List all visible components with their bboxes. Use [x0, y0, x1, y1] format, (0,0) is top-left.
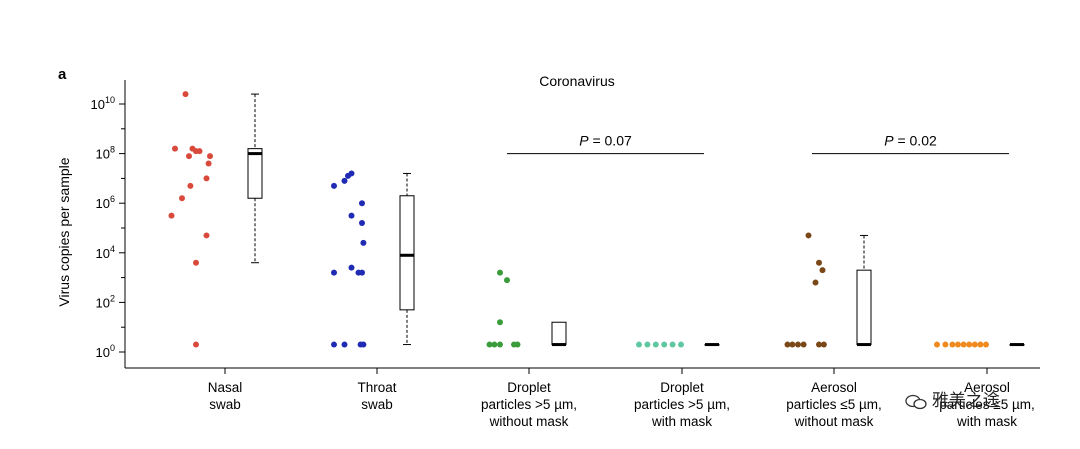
data-point [514, 341, 521, 348]
data-point [636, 341, 642, 348]
data-point [819, 267, 826, 274]
data-point [331, 269, 337, 276]
p-value-label: P = 0.07 [579, 133, 632, 149]
data-point [359, 200, 365, 207]
data-point [168, 212, 175, 219]
x-tick-label: without mask [489, 414, 569, 429]
data-point [669, 341, 676, 348]
y-tick-label: 106 [96, 194, 115, 211]
data-point [179, 195, 185, 202]
data-point [359, 220, 365, 227]
data-point [971, 341, 978, 348]
x-tick-label: particles >5 µm, [481, 397, 577, 412]
data-point [497, 269, 503, 276]
data-point [816, 341, 822, 348]
data-point [205, 160, 212, 167]
data-point [789, 341, 796, 348]
data-point [341, 177, 348, 184]
data-point [187, 182, 194, 189]
p-value-label: P = 0.02 [884, 133, 937, 149]
data-point [207, 153, 213, 160]
box [551, 321, 567, 346]
chart-title: Coronavirus [539, 73, 614, 89]
data-point [812, 279, 819, 286]
data-point [345, 172, 351, 179]
data-point [348, 212, 355, 219]
data-point [193, 259, 199, 266]
y-axis-label: Virus copies per sample [56, 157, 72, 306]
data-point [661, 341, 668, 348]
data-point [816, 259, 822, 266]
panel-label: a [58, 66, 67, 83]
data-point [182, 91, 189, 98]
x-tick-label: without mask [794, 414, 874, 429]
data-point [977, 341, 984, 348]
data-point [644, 341, 651, 348]
data-point [942, 341, 949, 348]
data-point [504, 277, 510, 284]
y-tick-label: 102 [96, 293, 115, 310]
data-point [800, 341, 807, 348]
x-tick-label: Droplet [507, 380, 551, 395]
x-tick-label: Aerosol [811, 380, 857, 395]
data-point [193, 148, 199, 155]
x-tick-label: swab [209, 397, 241, 412]
data-point [652, 341, 659, 348]
x-tick-label: swab [361, 397, 393, 412]
data-point [805, 232, 812, 239]
data-point [193, 341, 199, 348]
data-point [359, 269, 365, 276]
data-point [491, 341, 498, 348]
chat-bubble-icon [905, 394, 927, 409]
y-tick-label: 108 [96, 145, 115, 162]
data-point [172, 145, 178, 152]
data-point [331, 341, 337, 348]
data-point [949, 341, 956, 348]
data-point [341, 341, 348, 348]
data-point [795, 341, 801, 348]
data-point [360, 239, 367, 246]
data-point [497, 319, 503, 326]
x-tick-label: Throat [357, 380, 396, 395]
data-point [678, 341, 684, 348]
x-tick-label: particles ≤5 µm, [786, 397, 881, 412]
data-point [934, 341, 940, 348]
data-point [960, 341, 967, 348]
x-tick-label: with mask [651, 414, 712, 429]
data-point [486, 341, 493, 348]
data-point [331, 182, 337, 189]
data-point [983, 341, 989, 348]
data-point [360, 341, 367, 348]
box [856, 269, 872, 346]
y-tick-label: 100 [96, 343, 115, 360]
x-tick-label: particles ≤5 µm, [939, 397, 1034, 412]
x-tick-label: Nasal [208, 380, 243, 395]
x-tick-label: Aerosol [964, 380, 1010, 395]
data-point [497, 341, 503, 348]
data-point [203, 232, 210, 239]
watermark-text: 雅美之途 [931, 391, 1000, 410]
data-point [966, 341, 973, 348]
y-tick-label: 104 [96, 244, 115, 261]
data-point [348, 264, 355, 271]
data-point [186, 153, 192, 160]
x-tick-label: with mask [956, 414, 1017, 429]
data-point [820, 341, 827, 348]
data-point [955, 341, 961, 348]
watermark: 雅美之途 [905, 386, 1000, 411]
box [247, 148, 263, 199]
y-tick-label: 1010 [91, 95, 115, 112]
data-point [784, 341, 791, 348]
box [399, 195, 415, 311]
data-point [203, 175, 210, 182]
x-tick-label: Droplet [660, 380, 704, 395]
x-tick-label: particles >5 µm, [634, 397, 730, 412]
